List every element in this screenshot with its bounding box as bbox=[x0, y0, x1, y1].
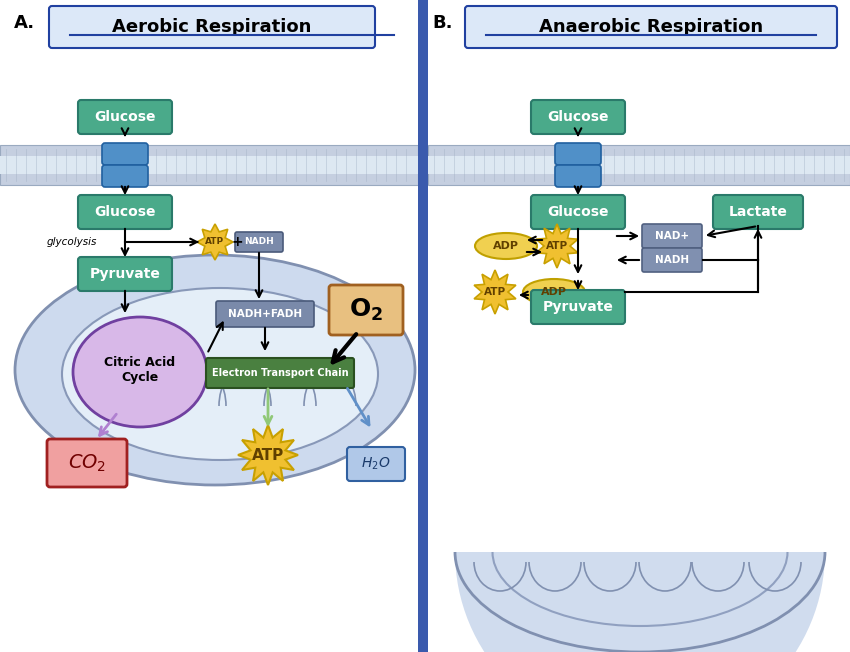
Text: NADH: NADH bbox=[655, 255, 689, 265]
Text: A.: A. bbox=[14, 14, 35, 32]
Text: B.: B. bbox=[432, 14, 452, 32]
Ellipse shape bbox=[62, 288, 378, 460]
Text: $CO_2$: $CO_2$ bbox=[68, 452, 106, 473]
FancyBboxPatch shape bbox=[235, 232, 283, 252]
FancyBboxPatch shape bbox=[102, 143, 148, 165]
Text: ATP: ATP bbox=[546, 241, 568, 251]
Text: ATP: ATP bbox=[206, 237, 224, 246]
FancyBboxPatch shape bbox=[555, 143, 601, 165]
FancyBboxPatch shape bbox=[642, 248, 702, 272]
Ellipse shape bbox=[523, 279, 585, 305]
FancyBboxPatch shape bbox=[531, 290, 625, 324]
Polygon shape bbox=[474, 270, 516, 314]
FancyBboxPatch shape bbox=[465, 6, 837, 48]
Ellipse shape bbox=[15, 255, 415, 485]
Text: NAD+: NAD+ bbox=[655, 231, 689, 241]
FancyBboxPatch shape bbox=[713, 195, 803, 229]
FancyBboxPatch shape bbox=[206, 358, 354, 388]
Text: ATP: ATP bbox=[484, 287, 506, 297]
Polygon shape bbox=[238, 425, 298, 485]
Bar bbox=[0, 145, 418, 185]
Text: $\mathbf{O_2}$: $\mathbf{O_2}$ bbox=[349, 297, 383, 323]
Text: +: + bbox=[231, 235, 243, 249]
Text: glycolysis: glycolysis bbox=[47, 237, 97, 247]
FancyBboxPatch shape bbox=[78, 195, 172, 229]
Text: ADP: ADP bbox=[493, 241, 519, 251]
FancyBboxPatch shape bbox=[329, 285, 403, 335]
FancyBboxPatch shape bbox=[531, 195, 625, 229]
Text: NADH+FADH: NADH+FADH bbox=[228, 309, 302, 319]
Text: Electron Transport Chain: Electron Transport Chain bbox=[212, 368, 348, 378]
Text: Glucose: Glucose bbox=[547, 110, 609, 124]
Text: Glucose: Glucose bbox=[94, 110, 156, 124]
Polygon shape bbox=[536, 224, 578, 268]
Text: $H_2O$: $H_2O$ bbox=[361, 456, 391, 472]
Text: Lactate: Lactate bbox=[728, 205, 787, 219]
Polygon shape bbox=[197, 224, 233, 260]
Text: NADH: NADH bbox=[244, 237, 274, 246]
FancyBboxPatch shape bbox=[49, 6, 375, 48]
Text: Citric Acid: Citric Acid bbox=[105, 357, 176, 370]
FancyBboxPatch shape bbox=[347, 447, 405, 481]
Text: Glucose: Glucose bbox=[94, 205, 156, 219]
Text: Anaerobic Respiration: Anaerobic Respiration bbox=[539, 18, 763, 36]
Bar bbox=[0, 156, 418, 174]
Text: Glucose: Glucose bbox=[547, 205, 609, 219]
FancyBboxPatch shape bbox=[78, 257, 172, 291]
FancyBboxPatch shape bbox=[642, 224, 702, 248]
FancyBboxPatch shape bbox=[47, 439, 127, 487]
Text: ADP: ADP bbox=[541, 287, 567, 297]
Ellipse shape bbox=[475, 233, 537, 259]
FancyBboxPatch shape bbox=[216, 301, 314, 327]
FancyBboxPatch shape bbox=[555, 165, 601, 187]
Ellipse shape bbox=[73, 317, 207, 427]
Text: Pyruvate: Pyruvate bbox=[89, 267, 161, 281]
Wedge shape bbox=[455, 552, 825, 652]
Bar bbox=[428, 156, 850, 174]
FancyBboxPatch shape bbox=[78, 100, 172, 134]
Text: Cycle: Cycle bbox=[122, 372, 159, 385]
FancyBboxPatch shape bbox=[531, 100, 625, 134]
Text: Pyruvate: Pyruvate bbox=[542, 300, 614, 314]
Bar bbox=[418, 0, 428, 652]
Text: ATP: ATP bbox=[252, 447, 284, 462]
FancyBboxPatch shape bbox=[102, 165, 148, 187]
Bar bbox=[428, 145, 850, 185]
Text: Aerobic Respiration: Aerobic Respiration bbox=[112, 18, 312, 36]
